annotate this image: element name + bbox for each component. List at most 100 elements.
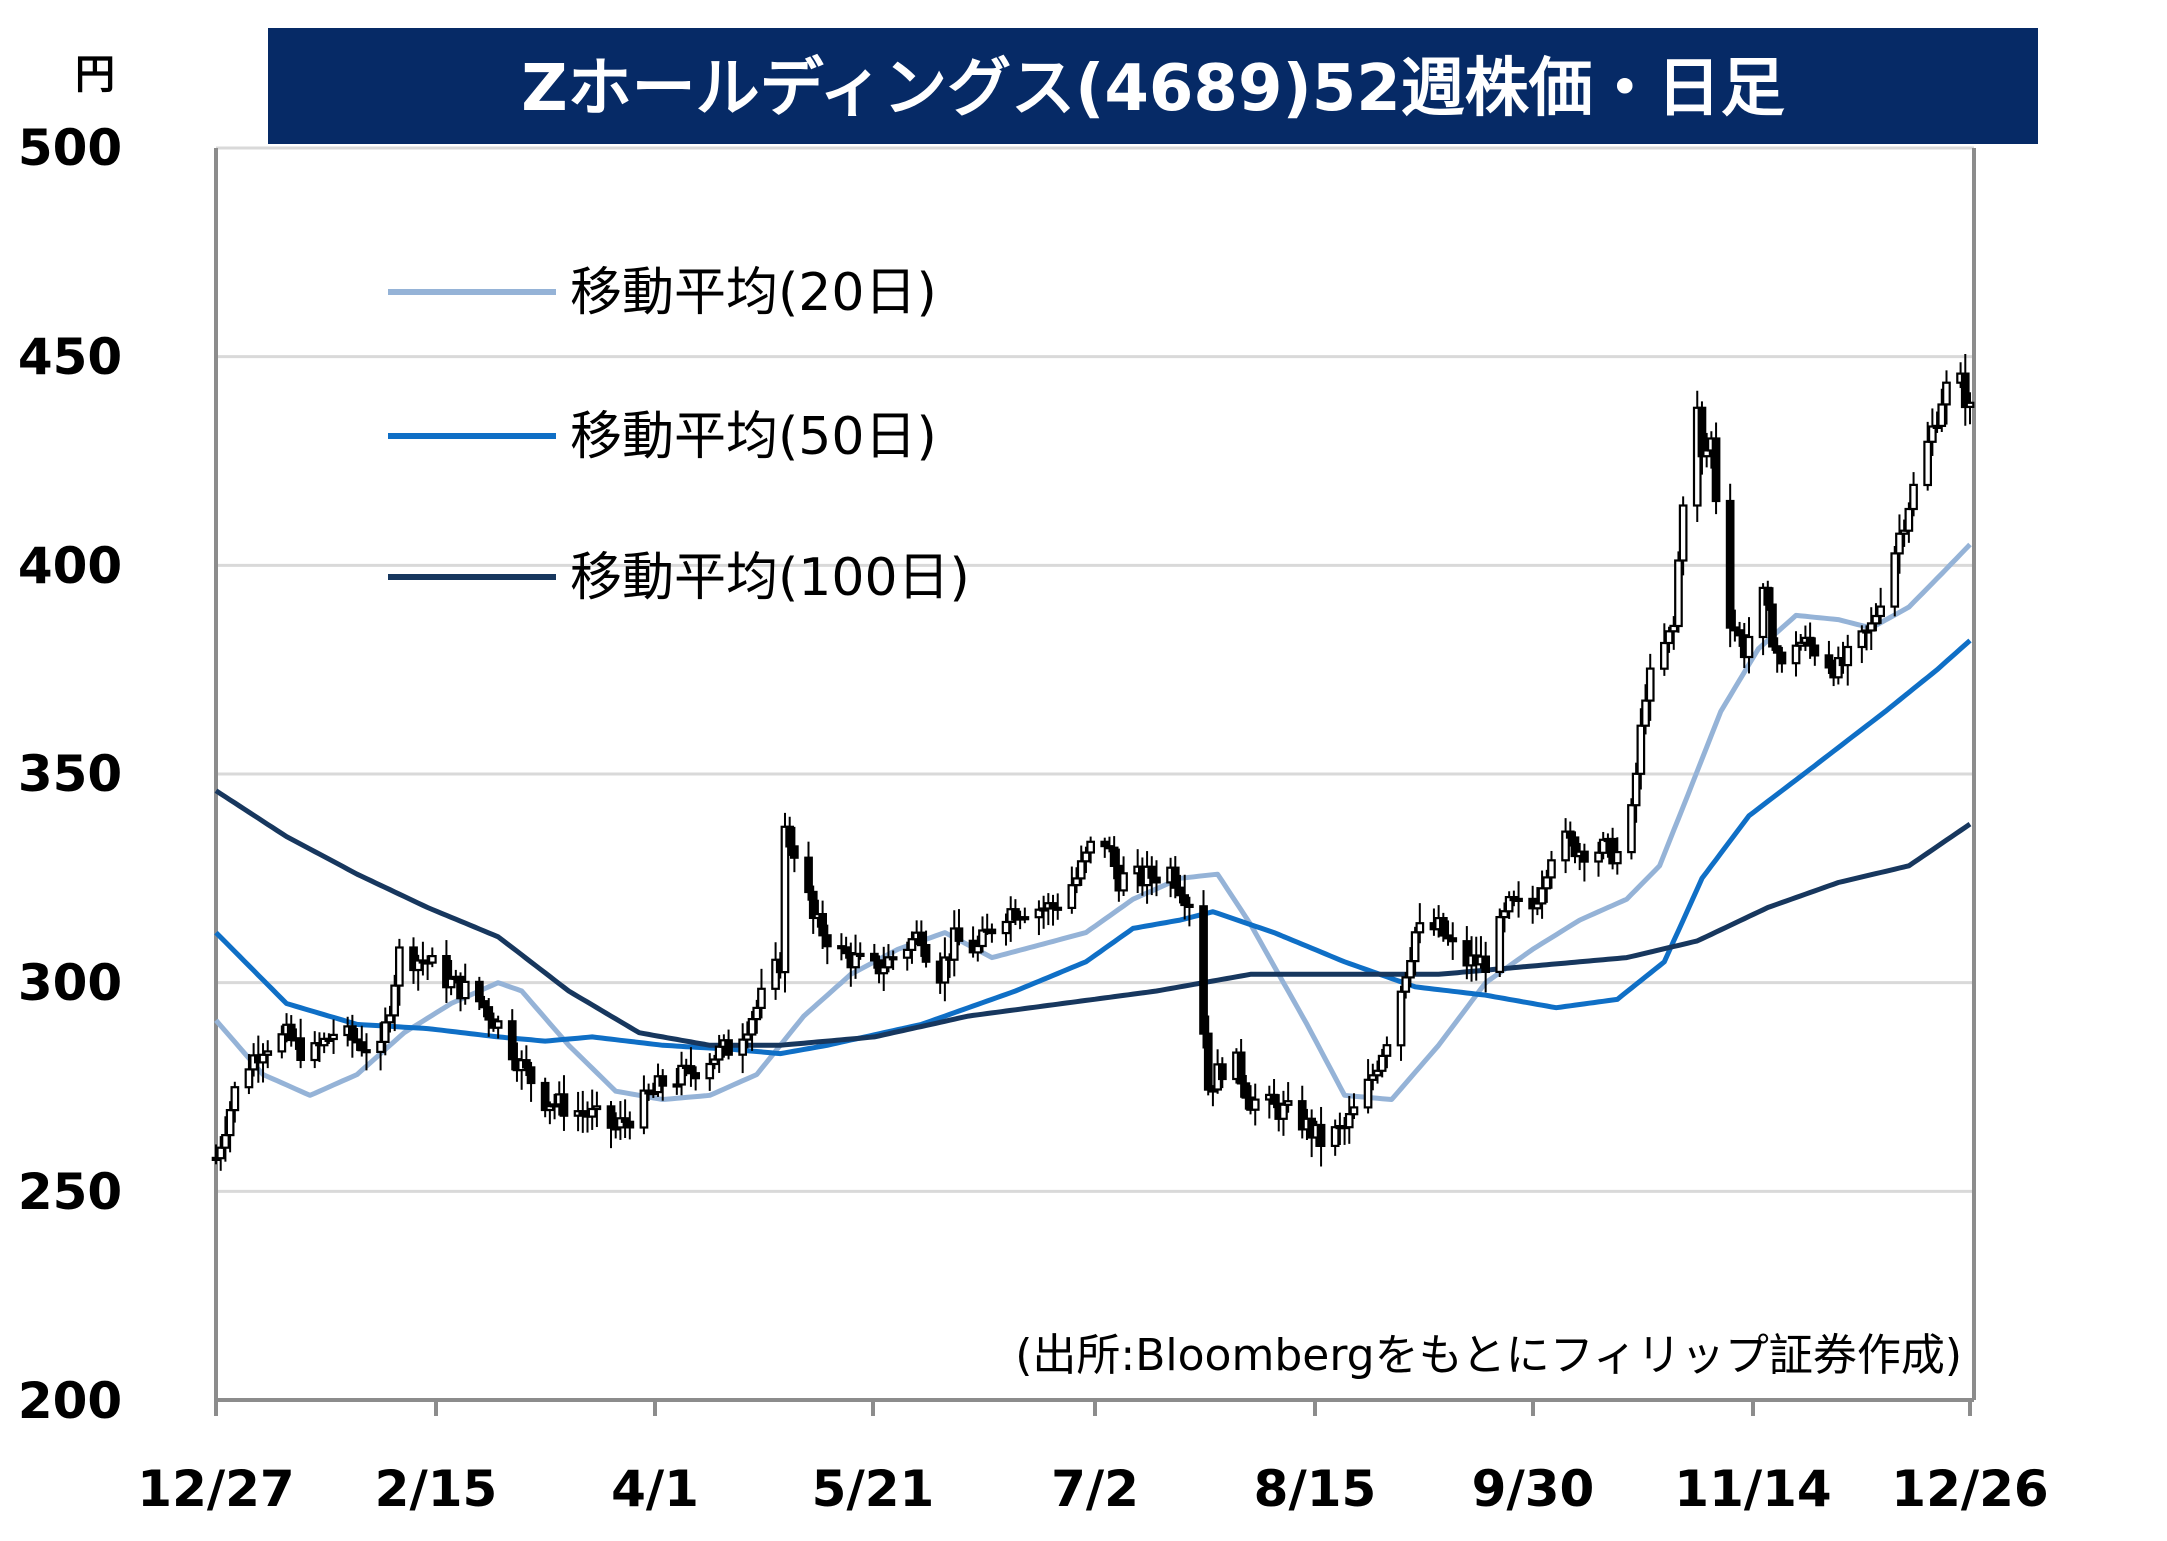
candle-body bbox=[493, 1020, 503, 1029]
candle-body bbox=[1415, 922, 1425, 934]
candle-body bbox=[1547, 859, 1556, 879]
candle-body bbox=[780, 825, 790, 974]
candle-body bbox=[395, 946, 404, 987]
candle-body bbox=[658, 1075, 668, 1087]
candle-body bbox=[1772, 645, 1782, 654]
candle-body bbox=[1297, 1100, 1307, 1131]
candle-body bbox=[855, 952, 865, 958]
candle-body bbox=[380, 1021, 390, 1044]
candle-body bbox=[446, 977, 456, 989]
candle-body bbox=[1495, 915, 1505, 973]
candle-body bbox=[1777, 651, 1787, 665]
candle-body bbox=[691, 1072, 701, 1080]
candle-body bbox=[428, 954, 437, 964]
candle-body bbox=[1711, 437, 1721, 503]
candle-body bbox=[1702, 449, 1712, 458]
candle-body bbox=[1730, 626, 1740, 632]
x-tick-marks bbox=[214, 1400, 1972, 1416]
candle-body bbox=[639, 1089, 649, 1129]
candle-body bbox=[526, 1066, 536, 1085]
y-tick-label: 250 bbox=[18, 1163, 122, 1221]
title-band bbox=[268, 28, 2038, 144]
candle-body bbox=[1109, 846, 1119, 868]
y-unit-label: 円 bbox=[75, 52, 115, 98]
candle-body bbox=[1396, 990, 1406, 1047]
candle-body bbox=[1401, 976, 1411, 993]
x-tick-label: 9/30 bbox=[1472, 1460, 1595, 1518]
candle-body bbox=[1659, 641, 1669, 670]
candle-body bbox=[1833, 656, 1843, 679]
candle-body bbox=[587, 1107, 597, 1118]
candle-body bbox=[1669, 624, 1679, 633]
candle-body bbox=[475, 980, 484, 1003]
candle-body bbox=[879, 966, 889, 975]
candle-body bbox=[1678, 504, 1688, 562]
candle-body bbox=[1481, 955, 1491, 973]
candle-body bbox=[752, 1006, 762, 1021]
chart-title: Zホールディングス(4689)52週株価・日足 bbox=[521, 52, 1785, 126]
candle-body bbox=[460, 980, 470, 1000]
candle-body bbox=[1857, 630, 1867, 649]
candle-body bbox=[216, 1146, 226, 1160]
candle-body bbox=[757, 987, 766, 1009]
candle-body bbox=[1627, 804, 1636, 854]
candle-body bbox=[921, 943, 931, 963]
candle-body bbox=[1147, 865, 1157, 879]
candle-body bbox=[841, 946, 851, 955]
source-note: (出所:Bloombergをもとにフィリップ証券作成) bbox=[1015, 1330, 1962, 1381]
candle-body bbox=[362, 1049, 371, 1054]
candle-body bbox=[1904, 507, 1914, 532]
candle-body bbox=[1199, 905, 1208, 1035]
candle-body bbox=[1100, 840, 1110, 848]
candle-body bbox=[1344, 1112, 1354, 1129]
x-tick-label: 8/15 bbox=[1254, 1460, 1377, 1518]
candle-body bbox=[851, 953, 860, 969]
candle-body bbox=[1796, 641, 1806, 647]
gridlines bbox=[216, 146, 1974, 1193]
candle-body bbox=[1330, 1126, 1340, 1147]
candle-body bbox=[1034, 908, 1044, 919]
moving-average-lines bbox=[214, 542, 1972, 1102]
candle-body bbox=[1763, 586, 1773, 606]
candle-body bbox=[620, 1117, 630, 1123]
candle-body bbox=[1876, 605, 1886, 618]
candle-body bbox=[1053, 906, 1063, 911]
candle-body bbox=[987, 928, 997, 935]
candle-body bbox=[1937, 403, 1947, 427]
candle-body bbox=[677, 1064, 686, 1086]
candle-body bbox=[742, 1033, 752, 1041]
candle-body bbox=[225, 1108, 235, 1137]
candle-body bbox=[1641, 699, 1650, 727]
y-tick-label: 450 bbox=[18, 328, 122, 386]
candle-body bbox=[1504, 895, 1514, 913]
candle-body bbox=[1349, 1106, 1359, 1116]
candle-body bbox=[1514, 897, 1523, 903]
candle-body bbox=[507, 1020, 517, 1061]
candle-body bbox=[949, 927, 959, 961]
candle-body bbox=[818, 912, 828, 937]
legend: 移動平均(20日) 移動平均(50日) 移動平均(100日) bbox=[388, 263, 970, 608]
candle-body bbox=[329, 1033, 338, 1041]
candle-body bbox=[869, 952, 879, 962]
candle-body bbox=[973, 944, 983, 954]
candle-body bbox=[1871, 614, 1881, 625]
candle-body bbox=[747, 1017, 757, 1036]
candle-body bbox=[1203, 1032, 1213, 1091]
candle-body bbox=[1758, 586, 1768, 639]
candle-body bbox=[710, 1058, 719, 1066]
candle-body bbox=[1664, 630, 1674, 645]
x-tick-label: 7/2 bbox=[1051, 1460, 1139, 1518]
x-tick-label: 4/1 bbox=[611, 1460, 699, 1518]
candle-body bbox=[1645, 667, 1655, 702]
candle-body bbox=[1927, 425, 1937, 443]
candle-body bbox=[724, 1039, 733, 1056]
candle-body bbox=[1810, 644, 1820, 657]
candle-body bbox=[1532, 902, 1542, 910]
candle-body bbox=[1598, 838, 1608, 854]
candle-body bbox=[1184, 903, 1194, 909]
candle-body bbox=[1406, 959, 1415, 979]
candle-body bbox=[578, 1110, 588, 1115]
candle-body bbox=[1382, 1044, 1392, 1057]
candle-body bbox=[1791, 644, 1801, 665]
candle-body bbox=[310, 1042, 320, 1062]
